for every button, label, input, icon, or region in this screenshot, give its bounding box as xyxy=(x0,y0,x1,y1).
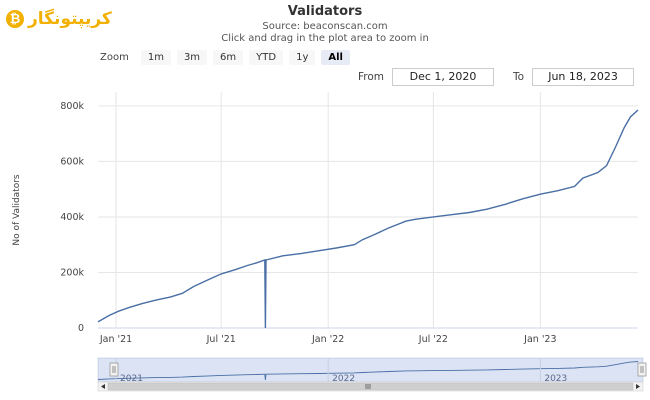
y-tick-label: 0 xyxy=(78,323,84,334)
x-tick-label: Jan '22 xyxy=(311,334,344,345)
navigator-handle-right[interactable] xyxy=(637,362,647,377)
zoom-button-all[interactable]: All xyxy=(321,49,350,65)
navigator-series-line xyxy=(97,361,639,381)
range-to: To Jun 18, 2023 xyxy=(513,68,635,86)
x-tick-label: Jan '21 xyxy=(99,334,132,345)
validators-series-line xyxy=(97,109,639,329)
zoom-button-6m[interactable]: 6m xyxy=(213,49,244,65)
chart-subtitle: Source: beaconscan.com Click and drag in… xyxy=(0,21,650,45)
y-tick-label: 800k xyxy=(60,101,84,112)
y-tick-label: 600k xyxy=(60,156,84,167)
navigator-handle-left[interactable] xyxy=(109,362,119,377)
scroll-left-arrow-icon[interactable] xyxy=(101,384,105,389)
scroll-right-arrow-icon[interactable] xyxy=(636,384,640,389)
navigator-window xyxy=(97,357,644,383)
zoom-instruction: Click and drag in the plot area to zoom … xyxy=(221,33,429,44)
brand-logo-text: کریپتونگار xyxy=(28,9,112,29)
range-to-label: To xyxy=(513,71,525,83)
x-tick-label: Jan '23 xyxy=(523,334,556,345)
bitcoin-icon: ₿ xyxy=(6,10,24,28)
range-from-label: From xyxy=(358,71,385,83)
zoom-button-ytd[interactable]: YTD xyxy=(249,49,284,65)
y-tick-label: 200k xyxy=(60,267,84,278)
navigator-year-label: 2023 xyxy=(544,374,567,384)
navigator-year-label: 2021 xyxy=(120,374,143,384)
chart-title: Validators xyxy=(287,4,363,19)
y-tick-label: 400k xyxy=(60,212,84,223)
x-tick-label: Jul '22 xyxy=(418,334,448,345)
range-to-input[interactable]: Jun 18, 2023 xyxy=(532,68,635,86)
source-text: Source: beaconscan.com xyxy=(262,21,388,32)
zoom-button-3m[interactable]: 3m xyxy=(176,49,208,65)
zoom-label: Zoom xyxy=(100,51,129,63)
zoom-selector: Zoom 1m 3m 6m YTD 1y All xyxy=(100,48,350,66)
navigator-year-label: 2022 xyxy=(332,374,355,384)
range-from: From Dec 1, 2020 xyxy=(358,68,495,86)
navigator-scrollbar-thumb[interactable] xyxy=(107,382,634,391)
x-tick-label: Jul '21 xyxy=(206,334,236,345)
zoom-button-1m[interactable]: 1m xyxy=(140,49,171,65)
range-from-input[interactable]: Dec 1, 2020 xyxy=(392,68,495,86)
brand-logo: ₿ کریپتونگار xyxy=(6,6,112,32)
zoom-button-1y[interactable]: 1y xyxy=(289,49,316,65)
